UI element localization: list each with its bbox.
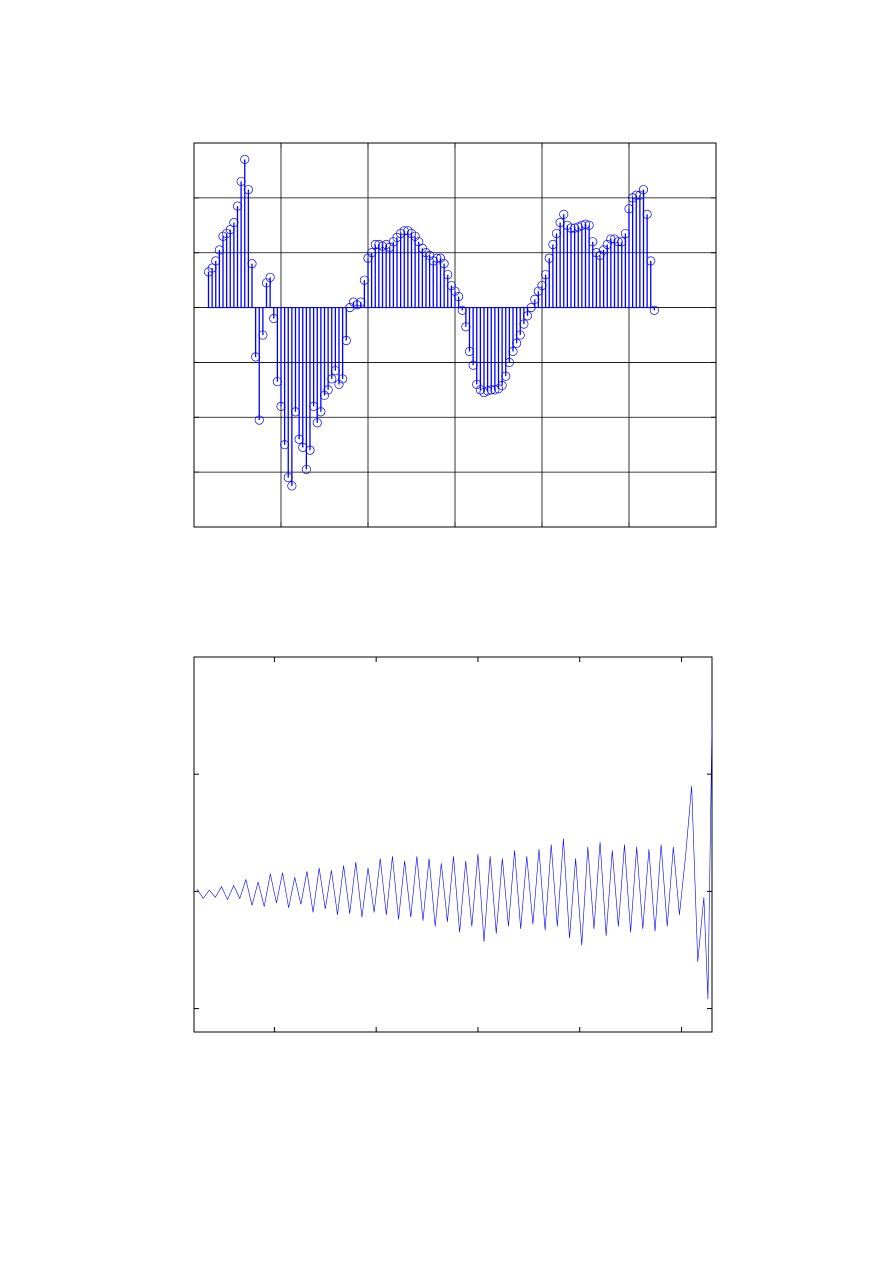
stem-marker: [497, 380, 507, 391]
stem-marker: [301, 464, 311, 474]
stem-marker: [341, 335, 351, 346]
stem-marker: [247, 259, 257, 269]
stem-marker: [348, 297, 359, 307]
stem-marker: [483, 386, 493, 396]
stem-marker: [490, 385, 500, 395]
stem-marker: [338, 374, 348, 384]
stem-marker: [446, 281, 456, 291]
stem-marker: [522, 311, 533, 321]
stem-marker: [327, 374, 337, 384]
stem-marker: [559, 209, 569, 219]
stem-marker: [443, 270, 453, 280]
stem-marker: [316, 407, 326, 417]
stem-marker: [493, 384, 504, 394]
plot-frame: [193, 656, 713, 1033]
stem-marker: [240, 154, 250, 165]
stem-marker: [334, 379, 344, 389]
stem-marker: [421, 248, 431, 258]
stem-marker: [410, 231, 420, 241]
stem-marker: [504, 357, 514, 367]
data-line: [196, 721, 713, 1000]
stem-marker: [312, 418, 322, 428]
stem-marker: [254, 415, 264, 425]
stem-marker: [287, 481, 297, 491]
stem-marker: [519, 319, 529, 329]
stem-marker: [512, 338, 522, 348]
stem-marker: [323, 385, 333, 395]
stem-marker: [265, 272, 275, 282]
stem-marker: [501, 371, 511, 381]
stem-marker: [638, 185, 649, 195]
stem-marker: [515, 330, 525, 340]
stem-marker: [454, 292, 464, 302]
stem-marker: [403, 226, 413, 236]
stem-marker: [588, 237, 598, 247]
stem-marker: [450, 286, 460, 296]
stem-marker: [584, 220, 594, 230]
stem-marker: [258, 330, 268, 340]
stem-marker: [319, 390, 330, 400]
stem-marker: [580, 219, 591, 229]
stem-marker: [435, 253, 446, 263]
stem-marker: [439, 259, 449, 269]
plot-frame: [193, 142, 717, 528]
stem-marker: [646, 256, 656, 266]
stem-marker: [508, 346, 518, 357]
stem-marker: [649, 305, 659, 315]
stem-marker: [642, 209, 652, 219]
stem-marker: [406, 228, 417, 239]
stem-marker: [243, 185, 253, 195]
stem-marker: [305, 445, 315, 455]
